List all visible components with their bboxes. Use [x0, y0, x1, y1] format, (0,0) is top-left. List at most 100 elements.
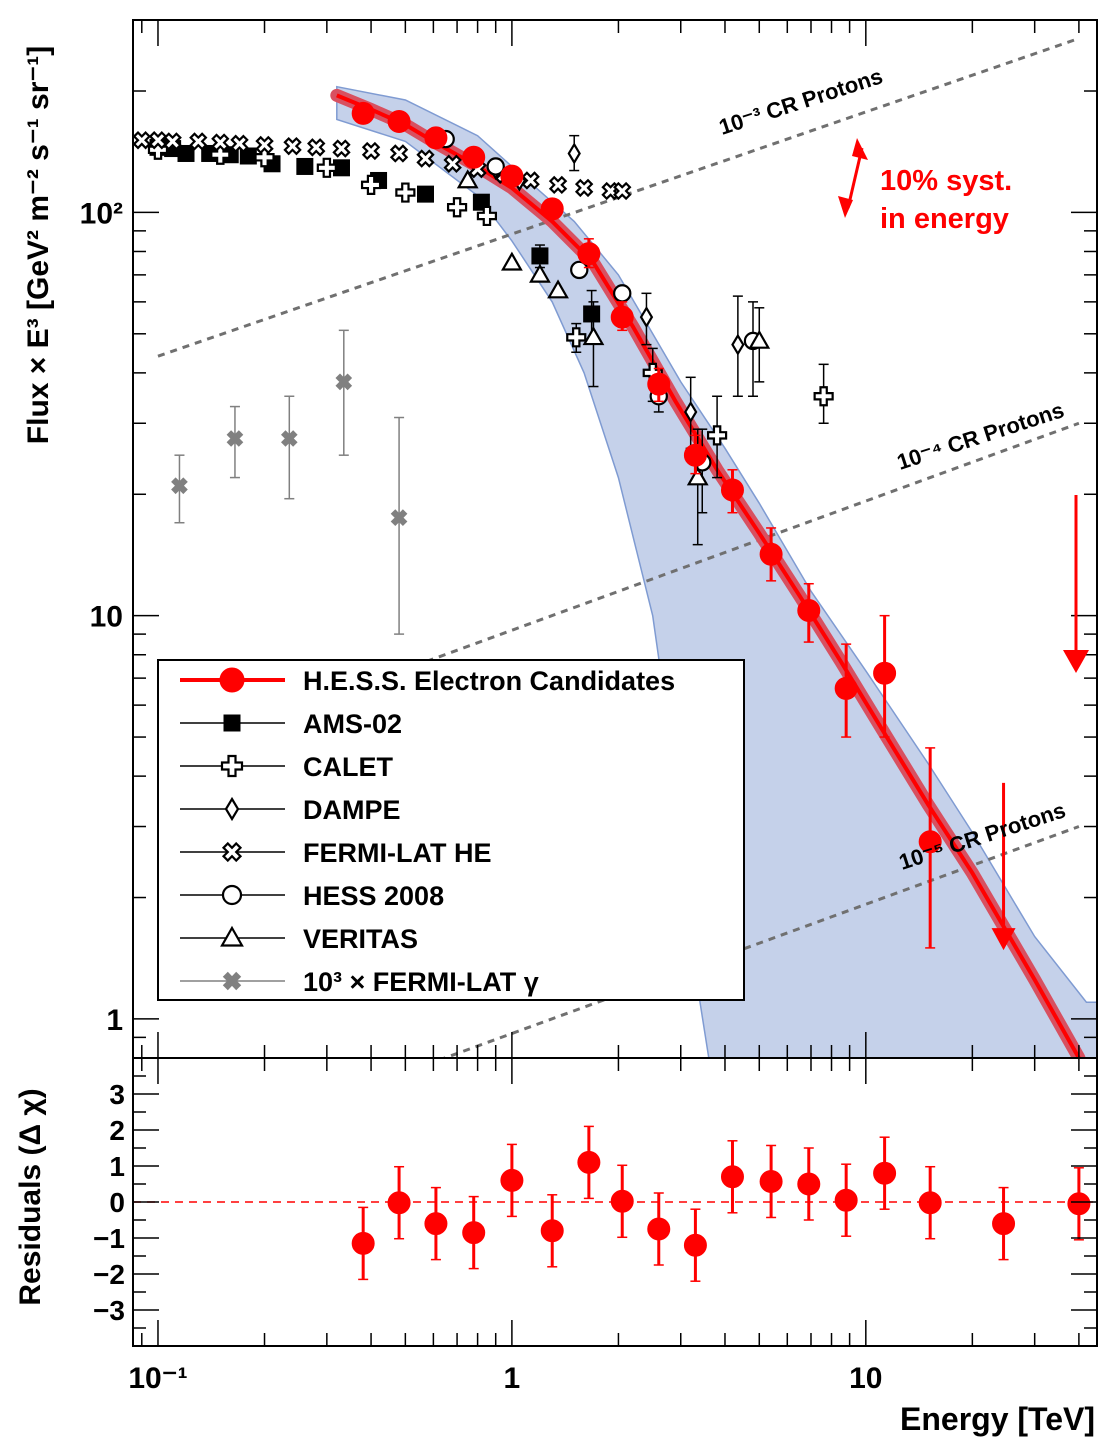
- y-tick-label: −2: [93, 1259, 125, 1290]
- data-point: [540, 197, 564, 221]
- legend-marker: [221, 841, 243, 863]
- data-point: [148, 131, 168, 150]
- residual-point: [462, 1221, 486, 1245]
- data-point: [254, 147, 275, 168]
- data-point: [501, 251, 523, 271]
- residual-point: [720, 1165, 744, 1189]
- legend-marker: [219, 667, 245, 693]
- data-point: [577, 242, 601, 266]
- data-point: [574, 178, 594, 198]
- x-axis-label: Energy [TeV]: [900, 1401, 1095, 1437]
- upper-limit-marker: [991, 928, 1016, 951]
- data-point: [567, 142, 581, 165]
- data-point: [230, 134, 249, 153]
- syst-arrow-icon: [838, 138, 868, 218]
- data-point: [351, 101, 375, 125]
- data-point: [296, 157, 314, 175]
- residual-point: [577, 1150, 601, 1174]
- data-point: [424, 126, 448, 150]
- data-point: [211, 133, 230, 152]
- residual-points: [351, 1125, 1091, 1282]
- proton-label-1: 10⁻³ CR Protons: [716, 63, 886, 139]
- residual-point: [1067, 1192, 1091, 1216]
- residual-point: [610, 1189, 634, 1213]
- legend: H.E.S.S. Electron Candidates AMS-02 CALET D…: [157, 659, 745, 1001]
- data-point: [307, 138, 326, 157]
- residual-point: [351, 1231, 375, 1255]
- y-tick-label: 2: [109, 1115, 125, 1146]
- data-point: [547, 279, 569, 299]
- residual-point: [540, 1219, 564, 1243]
- legend-label: AMS-02: [303, 709, 402, 739]
- data-point: [476, 205, 498, 227]
- data-point: [416, 185, 434, 203]
- data-point: [133, 131, 151, 150]
- legend-marker: [221, 884, 243, 906]
- data-point: [283, 136, 302, 156]
- bottom-y-axis-label: Residuals (Δ χ): [14, 1088, 47, 1305]
- data-point: [613, 181, 632, 201]
- data-point: [210, 144, 231, 165]
- data-point: [171, 477, 188, 495]
- y-tick-label: 1: [106, 1004, 123, 1037]
- y-tick-label: −1: [93, 1223, 125, 1254]
- data-point: [706, 425, 728, 446]
- legend-box: [157, 659, 745, 1001]
- syst-label-line1: 10% syst.: [880, 165, 1012, 197]
- data-point: [683, 400, 698, 424]
- y-tick-label: 10: [90, 601, 123, 634]
- data-point: [332, 159, 350, 177]
- data-point: [610, 305, 634, 329]
- data-point: [390, 509, 408, 527]
- residual-point: [424, 1212, 448, 1236]
- data-point: [446, 197, 468, 218]
- data-point: [686, 466, 709, 486]
- data-point: [456, 169, 479, 189]
- legend-label: DAMPE: [303, 795, 401, 825]
- legend-marker: [220, 754, 244, 778]
- residual-point: [500, 1168, 524, 1192]
- data-point: [177, 144, 195, 162]
- data-point: [361, 141, 381, 161]
- data-point: [582, 326, 605, 346]
- residual-point: [683, 1233, 707, 1257]
- data-point: [387, 110, 411, 134]
- data-point: [389, 144, 409, 163]
- systematic-band: [336, 85, 1097, 1058]
- data-point: [226, 430, 244, 447]
- data-point: [462, 145, 486, 169]
- legend-label: HESS 2008: [303, 881, 444, 911]
- data-point: [759, 542, 783, 566]
- residual-point: [759, 1169, 783, 1193]
- x-tick-label: 1: [504, 1362, 521, 1395]
- residual-point: [992, 1212, 1016, 1236]
- data-point: [255, 135, 274, 155]
- residual-point: [873, 1161, 897, 1185]
- residual-point: [797, 1172, 821, 1196]
- data-point: [583, 305, 601, 323]
- data-point: [570, 260, 589, 280]
- residual-point: [834, 1188, 858, 1212]
- data-point: [613, 284, 632, 303]
- data-point: [647, 372, 671, 396]
- y-tick-label: 1: [109, 1151, 125, 1182]
- syst-label-line2: in energy: [880, 203, 1009, 235]
- legend-marker: [222, 971, 242, 991]
- data-point: [683, 443, 707, 467]
- data-point: [395, 182, 416, 203]
- data-point: [748, 329, 771, 349]
- legend-marker: [223, 714, 241, 732]
- data-point: [163, 132, 182, 151]
- data-point: [873, 661, 897, 685]
- data-point: [189, 132, 208, 151]
- data-point: [332, 139, 351, 158]
- top-y-axis-label: Flux × E³ [GeV² m⁻² s⁻¹ sr⁻¹]: [22, 46, 55, 444]
- y-tick-label: 0: [109, 1187, 125, 1218]
- legend-label: 10³ × FERMI-LAT γ: [303, 967, 539, 997]
- data-point: [521, 171, 540, 190]
- legend-label: CALET: [303, 752, 393, 782]
